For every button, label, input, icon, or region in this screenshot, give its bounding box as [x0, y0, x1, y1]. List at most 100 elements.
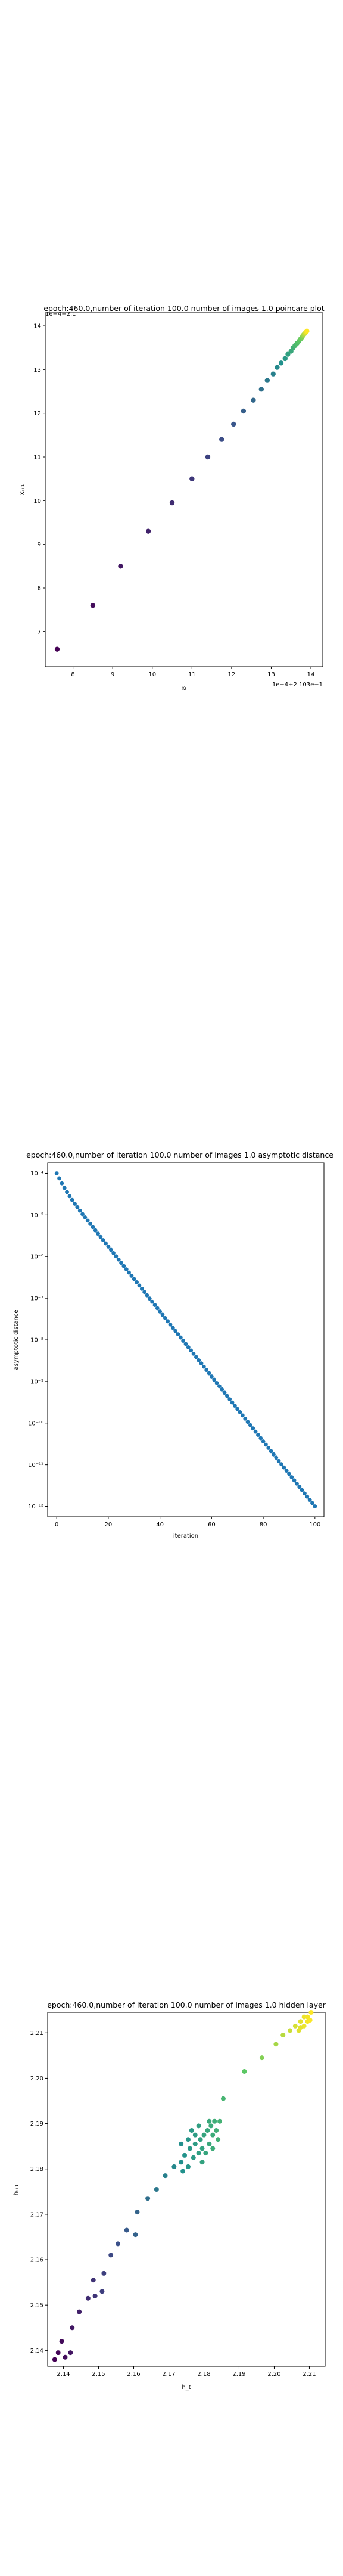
hidden-layer-point — [298, 2025, 303, 2030]
asymptotic-point — [80, 1212, 85, 1217]
hidden-layer-point — [193, 2142, 198, 2146]
poincare-xtick-label: 14 — [307, 671, 315, 678]
hidden-layer-point — [288, 2028, 292, 2033]
poincare-point — [283, 356, 288, 361]
hidden-layer-point — [179, 2142, 183, 2146]
hidden-layer-ylabel: hₜ₊₁ — [13, 2185, 20, 2196]
hidden-layer-point — [221, 2096, 226, 2101]
asymptotic-ytick-label: 10⁻⁸ — [30, 1337, 43, 1344]
poincare-xtick-label: 12 — [228, 671, 236, 678]
asymptotic-point — [107, 1245, 111, 1249]
hidden-layer-point — [145, 2196, 150, 2201]
hidden-layer-point — [198, 2137, 203, 2142]
asymptotic-point — [272, 1452, 276, 1457]
asymptotic-point — [225, 1394, 229, 1398]
hidden-layer-point — [68, 2350, 73, 2355]
asymptotic-xtick-label: 0 — [55, 1522, 58, 1528]
poincare-xtick-label: 8 — [71, 671, 74, 678]
poincare-point — [241, 409, 246, 413]
poincare-point — [279, 360, 283, 365]
asymptotic-point — [169, 1323, 173, 1327]
poincare-panel: epoch:460.0,number of iteration 100.0 nu… — [19, 304, 325, 692]
asymptotic-point — [243, 1417, 247, 1421]
asymptotic-point — [70, 1198, 74, 1202]
poincare-ytick-label: 9 — [38, 542, 41, 548]
asymptotic-point — [246, 1420, 250, 1424]
asymptotic-point — [138, 1283, 142, 1287]
poincare-point — [170, 500, 174, 505]
asymptotic-point — [93, 1228, 98, 1233]
hidden-layer-point — [201, 2133, 206, 2138]
hidden-layer-point — [203, 2151, 208, 2155]
poincare-xtick-label: 10 — [148, 671, 156, 678]
hidden-layer-point — [260, 2055, 264, 2060]
asymptotic-point — [308, 1498, 312, 1502]
asymptotic-point — [230, 1401, 235, 1405]
poincare-title: epoch:460.0,number of iteration 100.0 nu… — [43, 304, 325, 313]
asymptotic-point — [199, 1361, 204, 1365]
poincare-ytick-label: 14 — [33, 323, 41, 330]
hidden-layer-ytick-label: 2.18 — [30, 2166, 43, 2173]
asymptotic-ytick-label: 10⁻⁵ — [30, 1212, 43, 1219]
hidden-layer-point — [186, 2137, 191, 2142]
asymptotic-point — [75, 1205, 79, 1209]
asymptotic-point — [63, 1186, 67, 1190]
asymptotic-point — [148, 1296, 152, 1301]
poincare-ytick-label: 7 — [38, 629, 41, 636]
asymptotic-point — [189, 1348, 193, 1352]
hidden-layer-xtick-label: 2.18 — [197, 2371, 210, 2378]
asymptotic-point — [227, 1397, 232, 1401]
asymptotic-point — [122, 1264, 126, 1268]
poincare-point — [219, 437, 224, 441]
hidden-layer-point — [210, 2146, 215, 2151]
hidden-layer-ytick-label: 2.21 — [30, 2030, 43, 2037]
poincare-point — [205, 455, 210, 459]
hidden-layer-point — [70, 2325, 74, 2330]
hidden-layer-point — [242, 2069, 247, 2074]
asymptotic-point — [300, 1488, 304, 1492]
hidden-layer-ytick-label: 2.20 — [30, 2076, 43, 2082]
poincare-point — [189, 476, 194, 481]
poincare-xlabel: xₜ — [182, 685, 187, 692]
poincare-points — [55, 329, 310, 652]
asymptotic-point — [303, 1491, 307, 1495]
asymptotic-point — [88, 1222, 92, 1226]
hidden-layer-point — [205, 2128, 210, 2133]
asymptotic-point — [155, 1306, 160, 1311]
asymptotic-point — [305, 1495, 309, 1499]
asymptotic-point — [127, 1271, 131, 1275]
poincare-offset-x: 1e−4+2.103e−1 — [272, 682, 323, 688]
hidden-layer-point — [108, 2253, 113, 2257]
asymptotic-point — [179, 1336, 183, 1340]
poincare-axes-frame — [45, 313, 323, 667]
hidden-layer-point — [116, 2241, 120, 2246]
hidden-layer-point — [189, 2128, 194, 2133]
asymptotic-point — [98, 1235, 102, 1239]
asymptotic-point — [60, 1181, 64, 1186]
asymptotic-ytick-label: 10⁻¹² — [28, 1504, 43, 1510]
poincare-ytick-label: 11 — [33, 455, 41, 461]
asymptotic-point — [192, 1352, 196, 1356]
asymptotic-point — [212, 1378, 216, 1382]
asymptotic-xtick-label: 100 — [309, 1522, 320, 1528]
asymptotic-point — [277, 1459, 281, 1463]
asymptotic-point — [266, 1446, 270, 1450]
asymptotic-point — [96, 1231, 100, 1236]
hidden-layer-axes-frame — [48, 2012, 325, 2366]
asymptotic-point — [220, 1387, 224, 1392]
poincare-point — [271, 371, 276, 376]
asymptotic-point — [202, 1365, 206, 1369]
asymptotic-xtick-label: 20 — [105, 1522, 113, 1528]
poincare-ticks: 8 9 10 11 12 13 14 7 8 9 10 11 12 13 14 — [33, 323, 314, 679]
asymptotic-ytick-label: 10⁻¹⁰ — [28, 1420, 43, 1427]
asymptotic-title: epoch:460.0,number of iteration 100.0 nu… — [26, 1150, 333, 1159]
hidden-layer-point — [217, 2119, 222, 2124]
asymptotic-point — [254, 1430, 258, 1434]
asymptotic-points — [55, 1171, 317, 1508]
hidden-layer-point — [56, 2350, 61, 2355]
asymptotic-point — [135, 1280, 139, 1284]
hidden-layer-point — [208, 2123, 213, 2128]
poincare-point — [91, 603, 95, 608]
asymptotic-point — [197, 1358, 201, 1362]
